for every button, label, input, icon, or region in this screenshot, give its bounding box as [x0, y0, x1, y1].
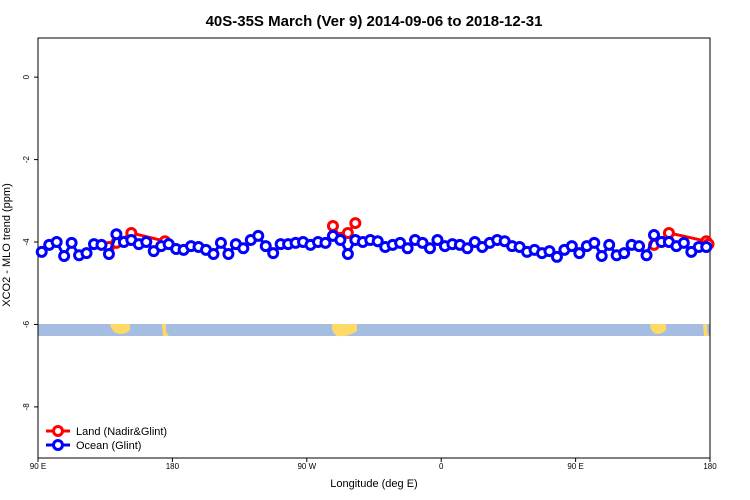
- data-point: [341, 226, 354, 239]
- data-point: [95, 238, 108, 251]
- data-point: [431, 233, 444, 246]
- x-tick-label: 180: [703, 462, 717, 471]
- legend-marker: [52, 439, 64, 451]
- data-point: [573, 247, 586, 260]
- data-point: [677, 236, 690, 249]
- data-point: [588, 236, 601, 249]
- x-axis-label: Longitude (deg E): [330, 478, 417, 490]
- land-blob: [703, 324, 709, 336]
- data-point: [102, 247, 115, 260]
- x-tick-label: 90 E: [30, 462, 46, 471]
- data-point: [648, 229, 660, 242]
- data-point: [416, 236, 429, 249]
- y-tick-label: -4: [22, 238, 31, 246]
- data-point: [550, 250, 563, 263]
- data-point: [401, 242, 414, 255]
- data-point: [267, 247, 280, 260]
- legend: Land (Nadir&Glint) Ocean (Glint): [46, 425, 167, 452]
- data-point: [252, 229, 265, 242]
- data-point: [50, 236, 63, 249]
- data-point: [595, 250, 608, 263]
- data-point: [214, 236, 227, 249]
- y-tick-label: -8: [22, 403, 31, 411]
- legend-marker: [52, 425, 64, 437]
- land-blob: [331, 324, 357, 337]
- data-point: [222, 247, 235, 260]
- data-point: [207, 247, 220, 260]
- land-blob: [650, 324, 666, 334]
- data-point: [341, 247, 354, 260]
- x-tick-label: 90 W: [297, 462, 316, 471]
- data-point: [543, 245, 556, 258]
- data-point: [140, 236, 153, 249]
- data-point: [319, 236, 332, 249]
- ocean-band: [38, 324, 710, 336]
- data-point: [603, 238, 616, 251]
- y-tick-label: -6: [22, 320, 31, 328]
- y-axis-label: XCO2 - MLO trend (ppm): [1, 183, 13, 306]
- legend-label: Ocean (Glint): [76, 440, 141, 452]
- data-point: [461, 242, 474, 255]
- data-point: [326, 219, 339, 232]
- data-point: [371, 235, 384, 248]
- y-tick-label: -2: [22, 155, 31, 163]
- data-point: [58, 250, 71, 263]
- land-strip: [38, 324, 710, 337]
- x-tick-label: 180: [166, 462, 180, 471]
- land-blob: [110, 324, 130, 334]
- x-tick-label: 90 E: [567, 462, 583, 471]
- data-point: [618, 247, 631, 260]
- legend-label: Land (Nadir&Glint): [76, 426, 167, 438]
- chart-title: 40S-35S March (Ver 9) 2014-09-06 to 2018…: [206, 13, 543, 30]
- data-point: [565, 240, 578, 253]
- data-point: [394, 236, 407, 249]
- data-point: [424, 242, 436, 255]
- data-point: [349, 217, 362, 230]
- data-point: [65, 236, 78, 249]
- data-point: [110, 228, 123, 241]
- x-tick-label: 0: [439, 462, 444, 471]
- y-tick-label: 0: [22, 74, 31, 79]
- data-point: [35, 245, 48, 258]
- data-point: [259, 240, 272, 253]
- data-point: [80, 247, 93, 260]
- data-point: [334, 233, 347, 246]
- land-blob: [162, 324, 169, 336]
- data-point: [640, 249, 653, 262]
- data-point: [237, 242, 250, 255]
- data-point: [633, 240, 646, 253]
- data-point: [700, 240, 713, 253]
